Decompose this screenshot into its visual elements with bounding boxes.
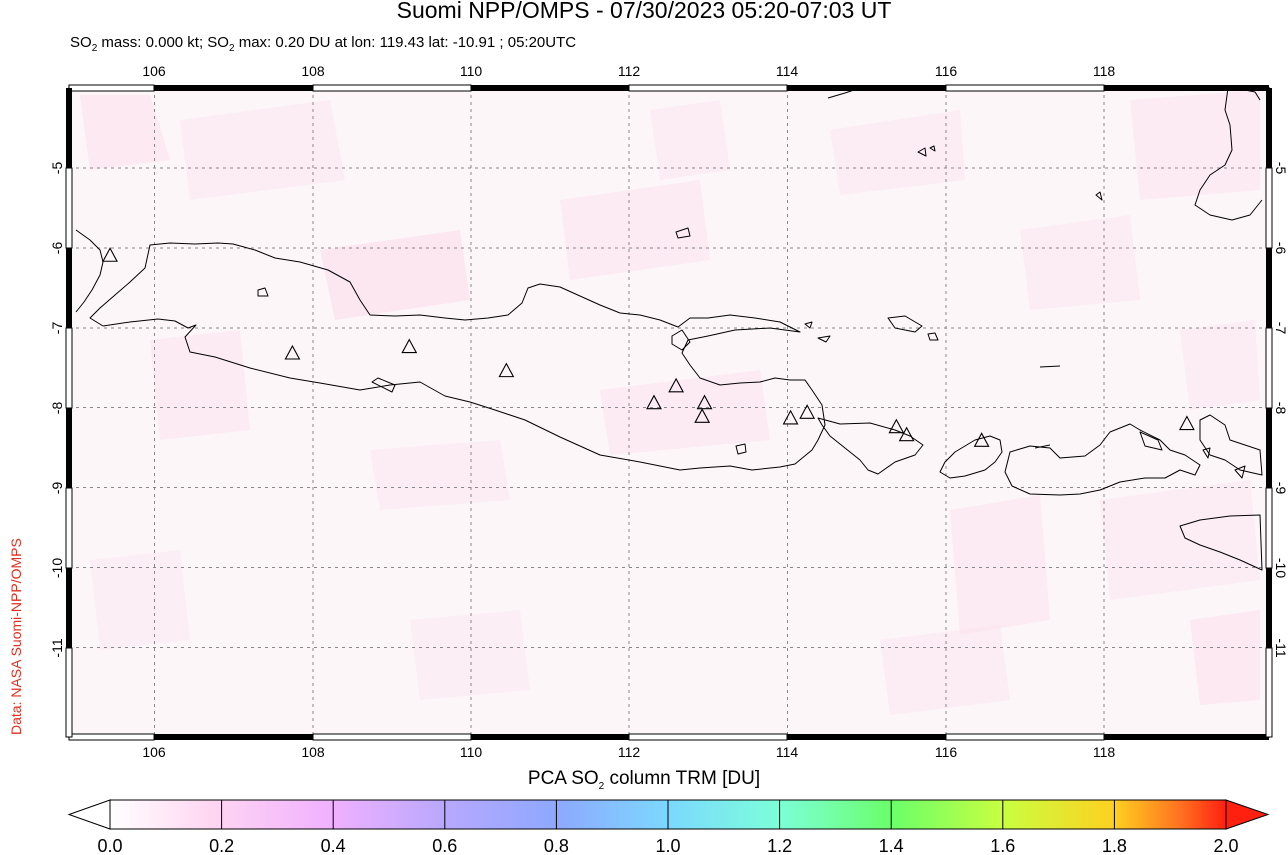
lon-label: 116 [935,744,958,760]
lon-label: 108 [301,744,325,760]
lat-label: -7 [49,322,65,335]
triangle-icon [696,394,713,410]
lat-label: -9 [1273,482,1288,495]
triangle-icon [888,418,905,434]
lat-label: -11 [49,638,65,657]
map-panel: 106 108 110 112 114 116 118 106 108 110 … [49,63,1288,760]
lat-labels-left: -5 -6 -7 -8 -9 -10 -11 [49,162,65,658]
lat-label: -9 [49,482,65,495]
colorbar-title: PCA SO2 column TRM [DU] [527,768,761,792]
triangle-icon [668,377,685,393]
lon-label: 112 [618,744,641,760]
colorbar-label: 0.8 [544,836,569,855]
colorbar-label: 1.0 [655,836,680,855]
colorbar-label: 0.4 [321,836,346,855]
map-frame [65,84,1273,741]
colorbar-label: 0.2 [209,836,234,855]
colorbar-low-arrow [67,799,111,830]
colorbar-high-arrow [1225,799,1270,830]
triangle-icon [102,247,118,262]
lon-label: 110 [460,744,483,760]
so2-summary: SO2 mass: 0.000 kt; SO2 max: 0.20 DU at … [70,34,577,54]
lat-label: -6 [49,242,65,255]
triangle-icon [646,394,662,410]
lat-label: -11 [1273,638,1288,657]
triangle-icon [973,432,990,447]
colorbar-ticks [221,800,1115,829]
triangle-icon [498,362,515,378]
triangle-icon [898,426,915,442]
grid-lines [69,88,1269,737]
colorbar-label: 1.8 [1102,836,1127,855]
lon-label: 108 [301,63,325,79]
lon-label: 106 [142,63,166,79]
lon-label: 118 [1093,744,1116,760]
lat-labels-right: -5 -6 -7 -8 -9 -10 -11 [1273,162,1288,658]
triangle-icon [1178,415,1195,431]
volcano-markers [102,247,1195,447]
lat-label: -8 [1273,402,1288,415]
so2-swath [80,90,1260,715]
triangle-icon [284,344,301,360]
colorbar: 0.0 0.2 0.4 0.6 0.8 1.0 1.2 1.4 1.6 1.8 … [67,799,1270,855]
lon-label: 114 [776,744,799,760]
colorbar-labels: 0.0 0.2 0.4 0.6 0.8 1.0 1.2 1.4 1.6 1.8 … [97,836,1238,855]
triangle-icon [694,408,711,423]
lat-label: -10 [1273,558,1288,578]
colorbar-label: 0.6 [432,836,457,855]
lon-label: 110 [460,63,483,79]
colorbar-label: 0.0 [97,836,122,855]
lon-labels-bottom: 106 108 110 112 114 116 118 [142,744,1115,760]
lon-label: 106 [142,744,166,760]
triangle-icon [799,404,816,419]
lon-label: 114 [776,63,799,79]
lon-label: 116 [935,63,958,79]
lat-label: -7 [1273,322,1288,335]
triangle-icon [782,409,799,425]
colorbar-label: 1.4 [879,836,904,855]
map-title: Suomi NPP/OMPS - 07/30/2023 05:20-07:03 … [396,0,892,23]
lat-label: -6 [1273,242,1288,255]
colorbar-label: 1.2 [767,836,792,855]
lon-labels-top: 106 108 110 112 114 116 118 [142,63,1115,79]
triangle-icon [401,338,418,354]
colorbar-label: 2.0 [1213,836,1238,855]
lat-label: -10 [49,558,65,578]
colorbar-label: 1.6 [990,836,1015,855]
lon-label: 118 [1093,63,1116,79]
lon-label: 112 [618,63,641,79]
lat-label: -5 [49,162,65,175]
lat-label: -8 [49,402,65,415]
lat-label: -5 [1273,162,1288,175]
coastlines [75,87,1263,571]
